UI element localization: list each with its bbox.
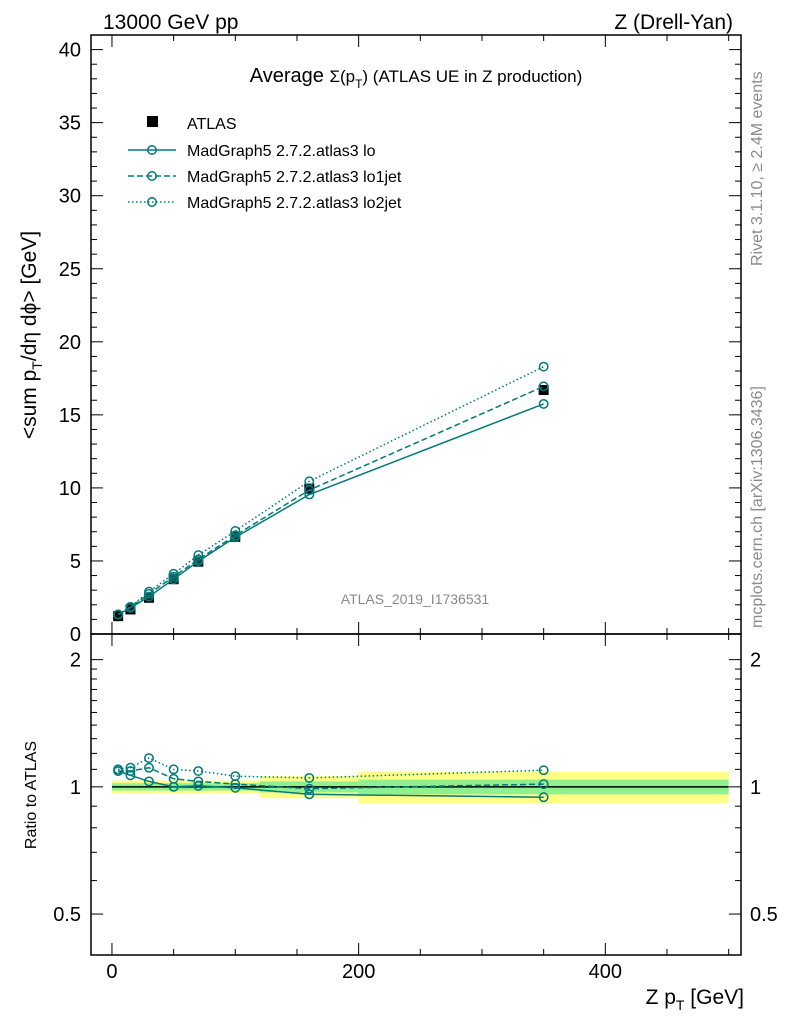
ratio-series-point-solid bbox=[304, 789, 315, 800]
ratio-series-point-dashed bbox=[193, 776, 204, 787]
legend-marker-lo1jet bbox=[147, 171, 157, 181]
header-right: Z (Drell-Yan) bbox=[614, 11, 733, 34]
ratio-series-point-dotted bbox=[193, 766, 204, 776]
main-series-point-dotted bbox=[113, 609, 124, 620]
main-y-tick-label: 0 bbox=[70, 624, 81, 646]
ratio-y-tick-label-right: 1 bbox=[750, 777, 761, 799]
ratio-series-point-solid bbox=[144, 776, 154, 787]
main-y-tick-labels: 0 5 10 15 20 25 30 35 40 bbox=[59, 40, 81, 646]
main-y-tick-label: 35 bbox=[59, 113, 81, 135]
ylabel-b: /dη dϕ> [GeV] bbox=[18, 231, 41, 361]
xlabel-sub: T bbox=[676, 997, 685, 1013]
ratio-series-point-dotted bbox=[113, 764, 124, 775]
legend-label-lo: MadGraph5 2.7.2.atlas3 lo bbox=[187, 143, 376, 160]
main-series-point-dotted bbox=[230, 526, 241, 536]
ratio-panel: 0.5 0.5 1 1 2 2 0 200 400 Ratio to ATLAS Z pT [G… bbox=[23, 633, 778, 1013]
atlas-data-point bbox=[304, 483, 315, 494]
main-series-point-dotted bbox=[193, 550, 204, 561]
main-series-point-dotted bbox=[538, 361, 549, 372]
main-series-point-dashed bbox=[193, 554, 204, 565]
main-series-point-dashed bbox=[168, 571, 179, 582]
main-y-tick-label: 10 bbox=[59, 478, 81, 500]
legend-marker-lo2jet bbox=[147, 197, 157, 207]
legend-label-lo2jet: MadGraph5 2.7.2.atlas3 lo2jet bbox=[187, 195, 402, 212]
main-y-tick-label: 30 bbox=[59, 186, 81, 208]
legend-atlas-marker bbox=[147, 116, 158, 127]
mcplots-label: mcplots.cern.ch [arXiv:1306.3436] bbox=[749, 386, 766, 628]
main-series-point-solid bbox=[538, 398, 549, 409]
main-title: Average Σ(pT) (ATLAS UE in Z production) bbox=[250, 65, 582, 91]
ratio-series-point-dotted bbox=[144, 753, 154, 763]
xlabel-b: [GeV] bbox=[684, 986, 744, 1009]
header-left: 13000 GeV pp bbox=[103, 11, 238, 34]
atlas-data-point bbox=[125, 604, 136, 615]
ratio-series-line-dotted bbox=[117, 757, 544, 779]
title-close: ) bbox=[362, 67, 368, 86]
main-series bbox=[113, 361, 549, 622]
rivet-label: Rivet 3.1.10, ≥ 2.4M events bbox=[749, 71, 766, 266]
ratio-y-tick-label: 0.5 bbox=[53, 904, 81, 926]
analysis-watermark: ATLAS_2019_I1736531 bbox=[341, 591, 490, 607]
ratio-tick-labels: 0.5 0.5 1 1 2 2 0 200 400 bbox=[53, 650, 778, 983]
ratio-band bbox=[111, 771, 729, 804]
ratio-series-point-dotted bbox=[304, 772, 315, 783]
ratio-y-label: Ratio to ATLAS bbox=[23, 741, 40, 849]
ratio-series-point-dashed bbox=[125, 766, 136, 776]
ratio-ticks bbox=[91, 634, 741, 956]
main-series-point-dashed bbox=[538, 381, 549, 392]
ratio-y-tick-label-right: 0.5 bbox=[750, 904, 778, 926]
title-sub: T bbox=[355, 77, 363, 91]
ratio-series-point-dotted bbox=[125, 762, 136, 773]
ylabel-a: <sum p bbox=[18, 370, 41, 439]
ratio-series-point-dotted bbox=[230, 771, 241, 782]
main-series-point-dotted bbox=[168, 568, 179, 579]
x-tick-label: 400 bbox=[589, 961, 622, 983]
main-y-label: <sum pT/dη dϕ> [GeV] bbox=[18, 231, 45, 439]
title-suffix: (ATLAS UE in Z production) bbox=[368, 67, 582, 86]
xlabel-a: Z p bbox=[646, 986, 676, 1009]
ylabel-sub: T bbox=[29, 361, 45, 370]
ratio-series-point-dashed bbox=[144, 762, 154, 773]
main-series-point-dotted bbox=[304, 476, 315, 487]
ratio-series-line-solid bbox=[117, 770, 544, 798]
title-sigma: Σ(p bbox=[329, 67, 355, 86]
ratio-y-tick-label: 2 bbox=[70, 650, 81, 672]
x-axis-label: Z pT [GeV] bbox=[646, 986, 744, 1013]
main-y-tick-label: 25 bbox=[59, 259, 81, 281]
main-series-point-dashed bbox=[230, 530, 241, 541]
main-y-tick-label: 20 bbox=[59, 332, 81, 354]
legend-label-lo1jet: MadGraph5 2.7.2.atlas3 lo1jet bbox=[187, 169, 402, 186]
main-y-tick-label: 15 bbox=[59, 405, 81, 427]
main-ticks bbox=[91, 34, 741, 635]
main-y-tick-label: 40 bbox=[59, 40, 81, 62]
x-tick-label: 200 bbox=[342, 961, 375, 983]
main-series-point-dotted bbox=[125, 601, 136, 612]
ratio-frame bbox=[90, 633, 742, 956]
x-tick-label: 0 bbox=[106, 961, 117, 983]
ratio-series-line-dashed bbox=[118, 766, 544, 790]
main-y-tick-label: 5 bbox=[70, 551, 81, 573]
ratio-series-point-dotted bbox=[538, 765, 549, 776]
legend: ATLAS MadGraph5 2.7.2.atlas3 lo MadGraph… bbox=[128, 116, 402, 212]
ratio-series-point-dotted bbox=[168, 764, 179, 775]
main-series-point-dotted bbox=[144, 586, 154, 597]
main-series-line-solid bbox=[117, 403, 544, 616]
legend-marker-lo bbox=[147, 145, 157, 155]
ratio-y-tick-label: 1 bbox=[70, 777, 81, 799]
ratio-series-point-dashed bbox=[304, 783, 315, 794]
ratio-series-point-solid bbox=[538, 792, 549, 803]
ratio-series-point-dashed bbox=[538, 779, 549, 790]
atlas-data-point bbox=[113, 611, 124, 622]
ratio-series bbox=[113, 753, 549, 803]
main-series-line-dashed bbox=[117, 385, 545, 616]
main-series-line-dotted bbox=[117, 365, 545, 616]
title-prefix: Average bbox=[250, 65, 330, 87]
ratio-series-point-dashed bbox=[168, 773, 179, 784]
ratio-y-tick-label-right: 2 bbox=[750, 650, 761, 672]
legend-label-atlas: ATLAS bbox=[187, 116, 237, 133]
